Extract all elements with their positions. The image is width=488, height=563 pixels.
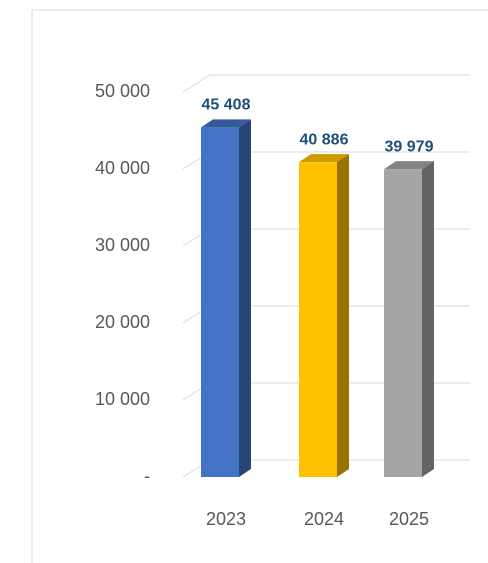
bar-top (384, 161, 434, 170)
y-tick-label: 30 000 (95, 235, 150, 255)
y-tick-label: 20 000 (95, 312, 150, 332)
y-tick-label: 50 000 (95, 81, 150, 101)
y-tick-label: 10 000 (95, 389, 150, 409)
bar-side (239, 119, 251, 477)
bar (384, 169, 422, 478)
x-tick-label: 2024 (304, 509, 344, 529)
bar-top (299, 154, 349, 163)
y-tick-label: - (144, 466, 150, 486)
x-tick-label: 2023 (206, 509, 246, 529)
bar-side (422, 161, 434, 478)
y-tick-label: 40 000 (95, 158, 150, 178)
bar-side (337, 154, 349, 477)
value-label: 45 408 (202, 97, 251, 114)
value-label: 40 886 (300, 131, 349, 148)
grid-line (182, 74, 470, 93)
value-label: 39 979 (385, 138, 434, 155)
bar-top (201, 119, 251, 128)
x-tick-label: 2025 (389, 509, 429, 529)
bar (201, 127, 239, 477)
bar (299, 162, 337, 477)
